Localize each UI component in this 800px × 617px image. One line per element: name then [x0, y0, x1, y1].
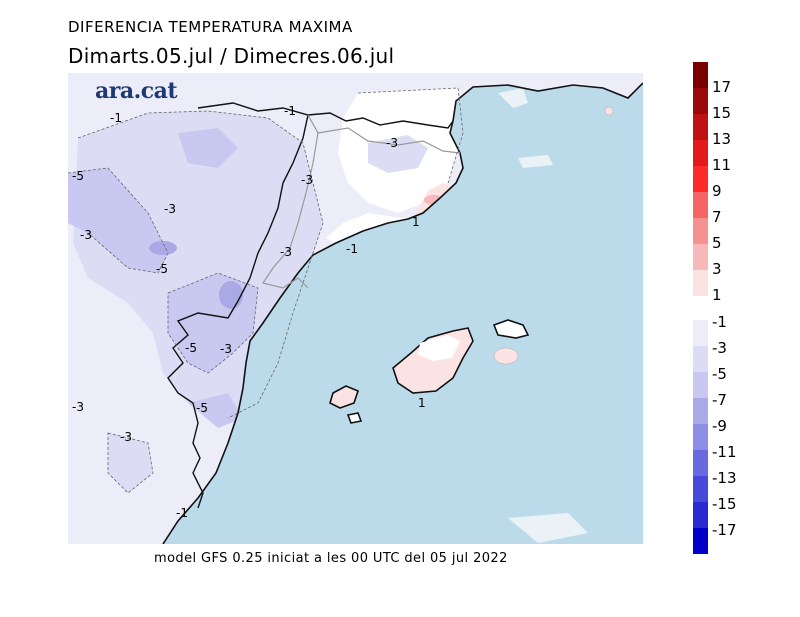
- contour-line: [68, 167, 169, 274]
- legend-swatch: [693, 424, 708, 450]
- contour-label: -1: [284, 104, 296, 118]
- legend-label: -13: [712, 469, 737, 487]
- island-menorca: [492, 319, 530, 339]
- contour-label: -3: [301, 173, 313, 187]
- legend-swatch: [693, 320, 708, 346]
- legend-swatch: [693, 528, 708, 554]
- contour-label: -3: [80, 228, 92, 242]
- legend-swatch: [693, 218, 708, 244]
- cool-zone-7b: [149, 241, 177, 255]
- cool-zone-3c: [108, 433, 153, 493]
- legend-swatch: [693, 372, 708, 398]
- ara-cat-logo: ara.cat: [95, 78, 178, 104]
- color-legend: 17 15 13 11 9 7 5 3 1 -1 -3 -5 -7 -9 -11…: [693, 62, 793, 562]
- regional-border: [167, 114, 309, 509]
- contour-line: [107, 432, 154, 494]
- legend-label: 13: [712, 130, 732, 148]
- legend-swatch: [693, 114, 708, 140]
- model-info: model GFS 0.25 iniciat a les 00 UTC del …: [154, 551, 508, 566]
- legend-label: -1: [712, 313, 727, 331]
- coastline: [162, 82, 643, 544]
- cool-zone-5d: [188, 393, 243, 428]
- contour-label: -3: [120, 430, 132, 444]
- legend-swatch: [693, 166, 708, 192]
- contour-label: -3: [72, 400, 84, 414]
- legend-swatch: [693, 244, 708, 270]
- legend-label: 1: [712, 286, 722, 304]
- map-title: DIFERENCIA TEMPERATURA MAXIMA: [68, 18, 353, 36]
- province-border: [262, 114, 319, 289]
- contour-label: -1: [346, 242, 358, 256]
- legend-swatch: [693, 62, 708, 88]
- national-border: [197, 102, 454, 129]
- contour-label: 1: [412, 215, 420, 229]
- legend-swatch: [693, 270, 708, 296]
- legend-label: 9: [712, 182, 722, 200]
- legend-label: 15: [712, 104, 732, 122]
- legend-label: -7: [712, 391, 727, 409]
- province-border: [317, 127, 461, 154]
- legend-swatch: [693, 502, 708, 528]
- island-eivissa: [329, 385, 359, 409]
- contour-label: -3: [220, 342, 232, 356]
- contour-label: -1: [110, 111, 122, 125]
- contour-label: -3: [164, 202, 176, 216]
- legend-label: 7: [712, 208, 722, 226]
- neutral-zone-coast: [326, 213, 408, 243]
- cool-zone-7a: [219, 281, 243, 309]
- legend-label: -3: [712, 339, 727, 357]
- sea-patch-neutral: [508, 513, 588, 543]
- legend-swatch: [693, 398, 708, 424]
- cool-zone-3b: [368, 135, 428, 173]
- contour-line: [167, 272, 259, 374]
- contour-label: -3: [280, 245, 292, 259]
- contour-line: [357, 87, 464, 184]
- temperature-difference-map: -1 -1 -3 -5 -3 -3 -3 -5 -3 1 -1 -5 -3 -3…: [68, 73, 643, 544]
- cool-zone-5a: [178, 128, 238, 168]
- contour-label: -5: [185, 341, 197, 355]
- legend-label: -11: [712, 443, 737, 461]
- island-mallorca-neutral: [418, 335, 460, 361]
- legend-label: -15: [712, 495, 737, 513]
- legend-swatch: [693, 346, 708, 372]
- legend-label: 5: [712, 234, 722, 252]
- contour-label: -3: [386, 136, 398, 150]
- warm-zone-sea: [493, 347, 519, 365]
- legend-label: -17: [712, 521, 737, 539]
- legend-label: 3: [712, 260, 722, 278]
- legend-swatch: [693, 476, 708, 502]
- legend-swatch: [693, 192, 708, 218]
- legend-label: -9: [712, 417, 727, 435]
- legend-label: -5: [712, 365, 727, 383]
- map-date-range: Dimarts.05.jul / Dimecres.06.jul: [68, 44, 395, 68]
- legend-swatch: [693, 88, 708, 114]
- contour-label: 1: [418, 396, 426, 410]
- sea-patch-neutral: [498, 88, 528, 108]
- warm-zone-sea-ne: [604, 106, 614, 116]
- island-formentera: [346, 412, 363, 424]
- contour-label: -5: [156, 262, 168, 276]
- contour-label: -5: [72, 169, 84, 183]
- cool-zone-5b: [68, 168, 168, 273]
- legend-swatch: [693, 140, 708, 166]
- legend-label: 11: [712, 156, 732, 174]
- contour-label: -5: [196, 401, 208, 415]
- contour-label: -1: [176, 506, 188, 520]
- sea-patch-neutral: [518, 155, 553, 168]
- legend-swatch: [693, 450, 708, 476]
- legend-label: 17: [712, 78, 732, 96]
